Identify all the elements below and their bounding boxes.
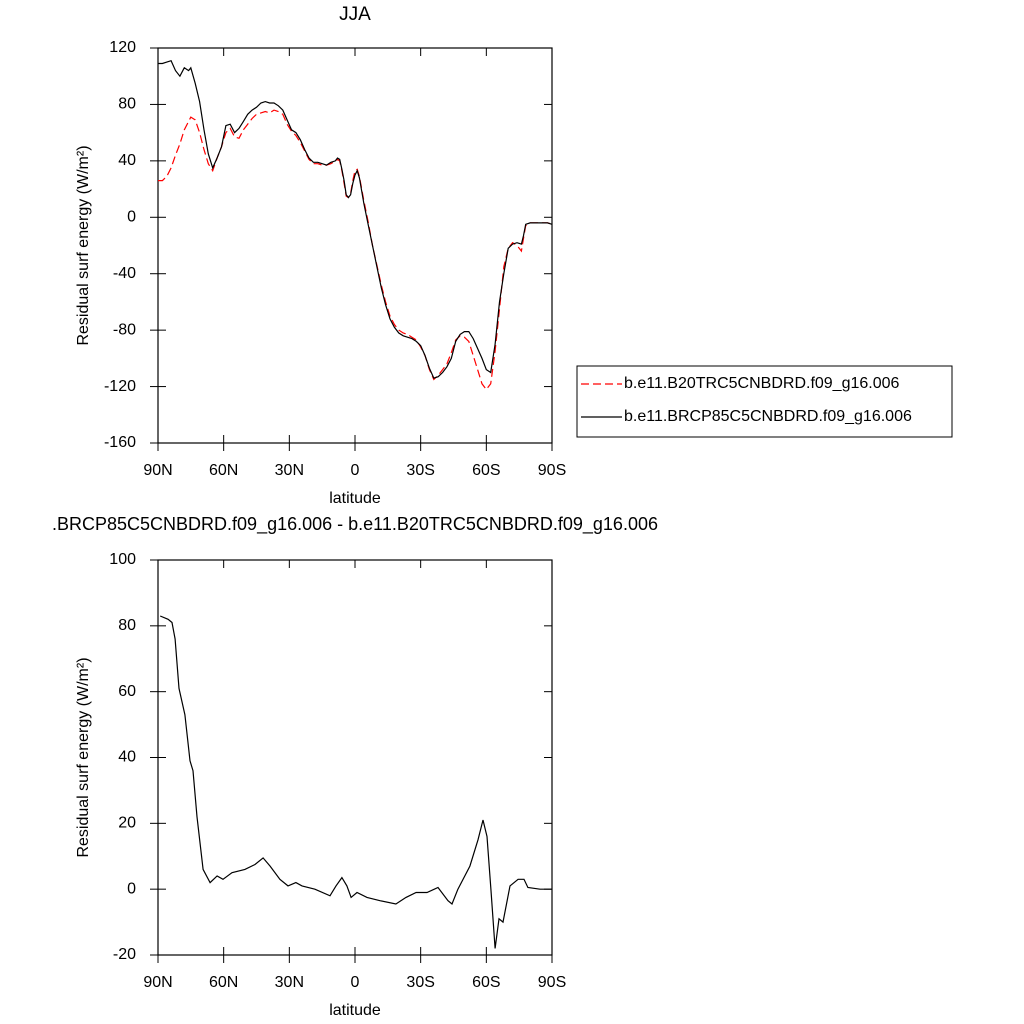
y-tick-label: 20	[118, 815, 136, 832]
legend-box	[576, 365, 953, 438]
y-tick-label: -160	[104, 434, 136, 451]
x-tick-label: 30S	[406, 974, 434, 991]
y-tick-label: 80	[118, 96, 136, 113]
x-tick-label: 60S	[472, 974, 500, 991]
data-line	[159, 615, 552, 949]
x-axis-label: latitude	[329, 490, 381, 507]
x-tick-label: 90S	[538, 974, 566, 991]
x-tick-label: 60N	[209, 974, 238, 991]
chart-title: .BRCP85C5CNBDRD.f09_g16.006 - b.e11.B20T…	[52, 514, 658, 535]
y-tick-label: 60	[118, 683, 136, 700]
x-tick-label: 90N	[143, 462, 172, 479]
y-tick-label: -20	[113, 946, 136, 963]
y-tick-label: 80	[118, 617, 136, 634]
y-tick-label: 40	[118, 749, 136, 766]
x-tick-label: 30N	[275, 974, 304, 991]
x-tick-label: 90S	[538, 462, 566, 479]
chart-title: JJA	[339, 4, 371, 25]
x-tick-label: 60N	[209, 462, 238, 479]
data-line	[158, 109, 553, 391]
y-tick-label: 120	[109, 39, 136, 56]
y-tick-label: 0	[127, 880, 136, 897]
y-axis-label: Residual surf energy (W/m²)	[75, 657, 92, 857]
y-axis-label: Residual surf energy (W/m²)	[75, 145, 92, 345]
x-axis-label: latitude	[329, 1002, 381, 1019]
x-tick-label: 30S	[406, 462, 434, 479]
legend-label: b.e11.B20TRC5CNBDRD.f09_g16.006	[624, 375, 900, 392]
y-tick-label: 40	[118, 152, 136, 169]
x-tick-label: 30N	[275, 462, 304, 479]
data-line	[158, 59, 553, 379]
plot-frame	[157, 559, 553, 956]
x-tick-label: 0	[351, 974, 360, 991]
y-tick-label: -120	[104, 378, 136, 395]
y-tick-label: -80	[113, 321, 136, 338]
y-tick-label: 100	[109, 551, 136, 568]
plot-frame	[157, 47, 553, 444]
legend-label: b.e11.BRCP85C5CNBDRD.f09_g16.006	[624, 408, 912, 425]
x-tick-label: 0	[351, 462, 360, 479]
x-tick-label: 60S	[472, 462, 500, 479]
x-tick-label: 90N	[143, 974, 172, 991]
y-tick-label: -40	[113, 265, 136, 282]
y-tick-label: 0	[127, 209, 136, 226]
